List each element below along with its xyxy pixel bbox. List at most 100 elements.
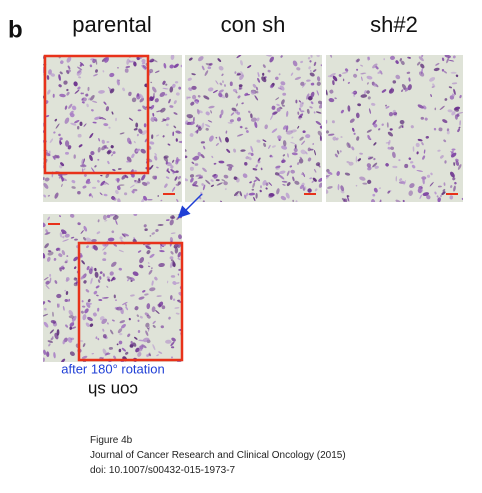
cell xyxy=(442,188,446,192)
cell xyxy=(299,156,303,160)
cell xyxy=(218,89,224,93)
cell xyxy=(334,153,338,158)
cell xyxy=(106,214,111,219)
cell xyxy=(212,89,218,94)
cell xyxy=(256,90,259,94)
cell xyxy=(392,165,398,169)
cell xyxy=(240,60,243,66)
cell xyxy=(276,107,281,112)
cell xyxy=(298,100,302,103)
cell xyxy=(371,199,376,202)
cell xyxy=(446,128,450,132)
cell xyxy=(449,171,455,178)
cell xyxy=(118,340,123,345)
cell xyxy=(62,339,66,345)
cell xyxy=(55,123,60,129)
cell xyxy=(289,165,293,168)
cell xyxy=(77,222,81,226)
micrograph xyxy=(43,214,182,362)
cell xyxy=(70,214,75,218)
cell xyxy=(70,337,75,341)
cell xyxy=(58,176,61,179)
cell xyxy=(106,285,109,288)
cell xyxy=(417,138,423,142)
cell xyxy=(379,199,382,202)
cell xyxy=(224,84,226,87)
cell xyxy=(275,76,279,81)
cell xyxy=(133,61,137,67)
cell xyxy=(388,112,394,117)
cell xyxy=(55,247,60,251)
cell xyxy=(169,219,174,226)
cell xyxy=(175,170,179,173)
cell xyxy=(129,344,134,348)
cell xyxy=(177,176,182,180)
cell xyxy=(395,74,401,80)
cell xyxy=(271,128,278,133)
cell xyxy=(433,127,437,131)
cell xyxy=(298,158,304,164)
cell xyxy=(101,144,107,151)
cell xyxy=(422,192,430,197)
cell xyxy=(189,166,194,171)
cell xyxy=(387,131,394,137)
cell xyxy=(236,55,242,59)
cell xyxy=(54,192,59,199)
cell xyxy=(111,111,114,115)
cell xyxy=(252,168,258,171)
cell xyxy=(116,79,120,86)
cell xyxy=(109,214,116,217)
cell xyxy=(171,356,173,359)
cell xyxy=(192,180,198,187)
cell xyxy=(190,177,194,183)
cell xyxy=(309,106,313,109)
cell xyxy=(165,83,168,86)
cell xyxy=(106,141,110,143)
cell xyxy=(157,223,164,227)
cell xyxy=(43,182,49,189)
cell xyxy=(374,165,379,169)
cell xyxy=(50,337,54,341)
cell xyxy=(205,124,211,128)
cell xyxy=(255,176,261,182)
cell xyxy=(141,59,146,63)
cell xyxy=(372,119,377,125)
cell xyxy=(83,123,87,127)
cell xyxy=(451,148,456,151)
cell xyxy=(190,101,195,106)
cell xyxy=(149,60,154,63)
cell xyxy=(290,169,295,174)
cell xyxy=(373,82,377,87)
cell xyxy=(255,164,258,168)
cell xyxy=(208,62,213,66)
cell xyxy=(446,130,450,135)
cell xyxy=(111,230,115,234)
cell xyxy=(417,61,421,66)
cell xyxy=(85,289,90,293)
cell xyxy=(151,232,155,235)
cell xyxy=(332,75,338,82)
cell xyxy=(245,156,249,160)
cell xyxy=(43,122,45,127)
cell xyxy=(401,84,407,90)
cell xyxy=(256,117,260,122)
cell xyxy=(154,98,159,103)
cell xyxy=(215,80,219,85)
cell xyxy=(152,112,155,117)
cell xyxy=(70,236,75,239)
cell xyxy=(315,120,322,126)
cell xyxy=(64,233,70,238)
cell xyxy=(121,233,126,238)
cell xyxy=(454,114,458,120)
cell xyxy=(457,128,460,133)
cell xyxy=(87,316,93,322)
cell xyxy=(141,344,147,349)
cell xyxy=(132,271,139,276)
cell xyxy=(316,76,321,82)
cell xyxy=(429,77,436,82)
cell xyxy=(263,76,266,80)
cell xyxy=(131,97,137,103)
cell xyxy=(316,90,319,96)
cell xyxy=(422,177,425,185)
cell xyxy=(53,352,56,359)
